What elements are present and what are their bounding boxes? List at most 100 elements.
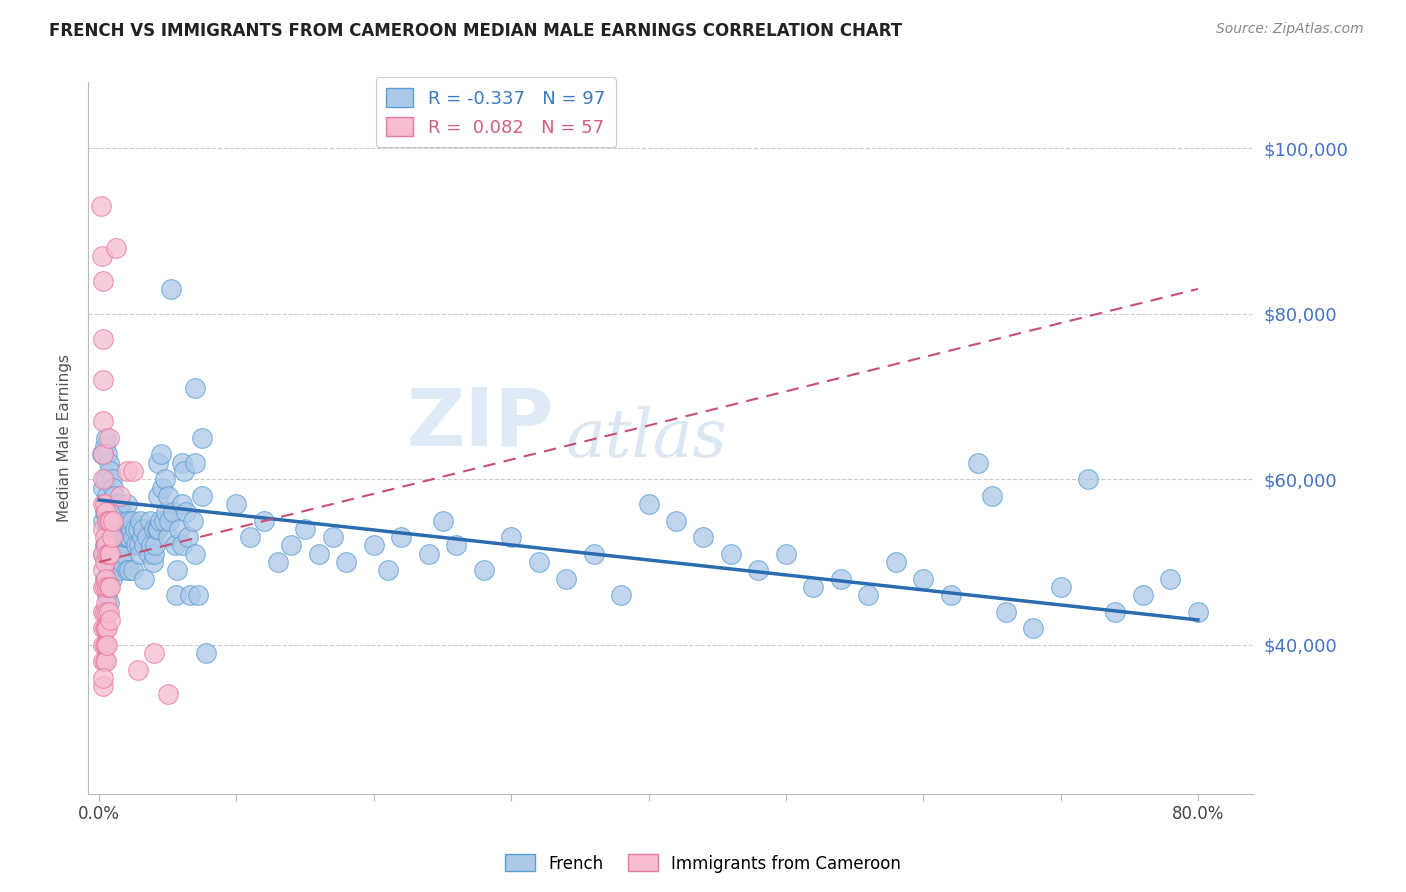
Point — [91, 638, 114, 652]
Point — [105, 505, 128, 519]
Point — [132, 522, 155, 536]
Point — [96, 621, 118, 635]
Point — [184, 456, 207, 470]
Point — [146, 522, 169, 536]
Point — [96, 447, 118, 461]
Point — [127, 522, 149, 536]
Point — [98, 464, 121, 478]
Point — [105, 539, 128, 553]
Point — [555, 572, 578, 586]
Point — [94, 505, 117, 519]
Point — [108, 563, 131, 577]
Point — [1104, 605, 1126, 619]
Point — [148, 489, 170, 503]
Point — [170, 539, 193, 553]
Point — [96, 514, 118, 528]
Point — [125, 539, 148, 553]
Point — [124, 522, 146, 536]
Point — [91, 414, 114, 428]
Point — [91, 580, 114, 594]
Point — [184, 547, 207, 561]
Point — [94, 539, 117, 553]
Point — [98, 514, 121, 528]
Point — [131, 530, 153, 544]
Point — [153, 472, 176, 486]
Point — [93, 654, 115, 668]
Point — [103, 489, 125, 503]
Point — [91, 621, 114, 635]
Point — [100, 530, 122, 544]
Point — [101, 514, 124, 528]
Point — [142, 555, 165, 569]
Point — [1049, 580, 1071, 594]
Point — [93, 638, 115, 652]
Point — [97, 514, 120, 528]
Point — [134, 572, 156, 586]
Point — [692, 530, 714, 544]
Point — [97, 431, 120, 445]
Point — [363, 539, 385, 553]
Point — [432, 514, 454, 528]
Point — [335, 555, 357, 569]
Point — [108, 497, 131, 511]
Point — [94, 596, 117, 610]
Point — [967, 456, 990, 470]
Point — [150, 481, 173, 495]
Point — [91, 447, 114, 461]
Point — [103, 555, 125, 569]
Point — [98, 580, 121, 594]
Point — [90, 249, 112, 263]
Point — [322, 530, 344, 544]
Point — [101, 514, 124, 528]
Point — [830, 572, 852, 586]
Point — [91, 497, 114, 511]
Point — [267, 555, 290, 569]
Point — [121, 514, 143, 528]
Point — [143, 646, 166, 660]
Point — [108, 489, 131, 503]
Point — [139, 514, 162, 528]
Point — [97, 547, 120, 561]
Point — [97, 497, 120, 511]
Point — [110, 505, 132, 519]
Point — [167, 522, 190, 536]
Point — [1077, 472, 1099, 486]
Point — [775, 547, 797, 561]
Point — [145, 539, 167, 553]
Point — [97, 605, 120, 619]
Point — [98, 563, 121, 577]
Point — [94, 539, 117, 553]
Point — [191, 431, 214, 445]
Point — [143, 522, 166, 536]
Point — [91, 547, 114, 561]
Point — [801, 580, 824, 594]
Point — [112, 514, 135, 528]
Point — [94, 572, 117, 586]
Point — [94, 472, 117, 486]
Point — [96, 522, 118, 536]
Point — [177, 530, 200, 544]
Point — [858, 588, 880, 602]
Point — [91, 563, 114, 577]
Point — [122, 563, 145, 577]
Point — [377, 563, 399, 577]
Point — [225, 497, 247, 511]
Point — [96, 605, 118, 619]
Point — [98, 547, 121, 561]
Point — [98, 530, 121, 544]
Point — [148, 456, 170, 470]
Point — [97, 563, 120, 577]
Point — [100, 572, 122, 586]
Point — [472, 563, 495, 577]
Point — [157, 514, 180, 528]
Point — [637, 497, 659, 511]
Point — [112, 547, 135, 561]
Point — [101, 481, 124, 495]
Text: Source: ZipAtlas.com: Source: ZipAtlas.com — [1216, 22, 1364, 37]
Point — [174, 505, 197, 519]
Point — [939, 588, 962, 602]
Point — [91, 671, 114, 685]
Point — [155, 505, 177, 519]
Point — [115, 497, 138, 511]
Point — [93, 580, 115, 594]
